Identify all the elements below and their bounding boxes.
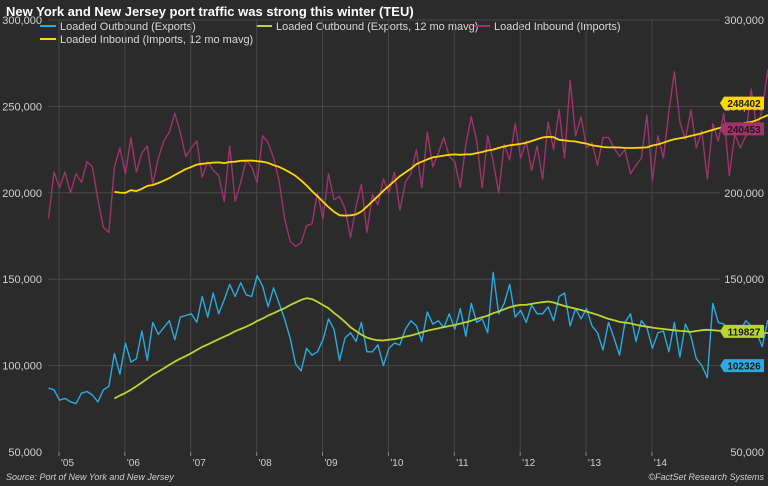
y-tick-label-left: 300,000 (2, 15, 42, 27)
series-lines (47, 69, 768, 405)
x-tick-label: '07 (193, 458, 206, 469)
legend-label-exports-mavg: Loaded Outbound (Exports, 12 mo mavg) (276, 21, 478, 33)
legend-label-exports: Loaded Outbound (Exports) (60, 21, 196, 33)
y-tick-label-left: 250,000 (2, 101, 42, 113)
y-axis-left: 50,000 100,000 150,000 200,000 250,000 300,00… (2, 15, 42, 459)
x-axis: '05 '06 '07 '08 '09 '10 '11 '12 '13 '14 (58, 452, 667, 469)
legend-item-imports: Loaded Inbound (Imports) (474, 21, 621, 33)
flag-imports (720, 122, 764, 136)
flag-exports-mavg (720, 324, 764, 338)
series-line-imports-mavg (114, 114, 768, 217)
series-line-exports (48, 271, 768, 405)
y-tick-label-left: 100,000 (2, 361, 42, 373)
legend-label-imports-mavg: Loaded Inbound (Imports, 12 mo mavg) (60, 34, 253, 46)
flag-label-imports-mavg: 248402 (727, 99, 761, 110)
x-tick-label: '10 (390, 458, 403, 469)
source-note: Source: Port of New York and New Jersey (6, 472, 174, 482)
flag-label-exports: 102326 (727, 362, 761, 373)
legend-item-exports: Loaded Outbound (Exports) (40, 21, 196, 33)
y-tick-label-left: 50,000 (8, 447, 42, 459)
y-tick-label-left: 150,000 (2, 274, 42, 286)
x-tick-label: '12 (522, 458, 535, 469)
y-tick-label-right: 50,000 (730, 447, 764, 459)
flag-exports (720, 359, 764, 373)
y-tick-label-left: 200,000 (2, 188, 42, 200)
y-tick-label-right: 200,000 (724, 188, 764, 200)
credit-note: ©FactSet Research Systems (648, 472, 764, 482)
legend: Loaded Outbound (Exports) Loaded Outboun… (40, 21, 621, 46)
x-tick-label: '13 (588, 458, 601, 469)
x-tick-label: '11 (456, 458, 469, 469)
flag-label-exports-mavg: 119827 (728, 327, 761, 338)
x-tick-label: '08 (259, 458, 272, 469)
last-value-flags: 102326 119827 240453 248402 (720, 96, 764, 373)
x-tick-label: '14 (654, 458, 667, 469)
series-line-exports-mavg (113, 297, 768, 400)
flag-label-imports: 240453 (727, 125, 761, 136)
legend-item-exports-mavg: Loaded Outbound (Exports, 12 mo mavg) (256, 21, 478, 33)
y-tick-label-right: 150,000 (724, 274, 764, 286)
legend-label-imports: Loaded Inbound (Imports) (494, 21, 621, 33)
flag-imports-mavg (720, 96, 764, 110)
legend-item-imports-mavg: Loaded Inbound (Imports, 12 mo mavg) (40, 34, 253, 46)
x-tick-label: '05 (61, 458, 74, 469)
y-tick-label-right: 300,000 (724, 15, 764, 27)
series-line-imports (47, 69, 768, 248)
chart-title: New York and New Jersey port traffic was… (6, 4, 414, 19)
x-tick-label: '09 (325, 458, 338, 469)
x-tick-label: '06 (127, 458, 140, 469)
